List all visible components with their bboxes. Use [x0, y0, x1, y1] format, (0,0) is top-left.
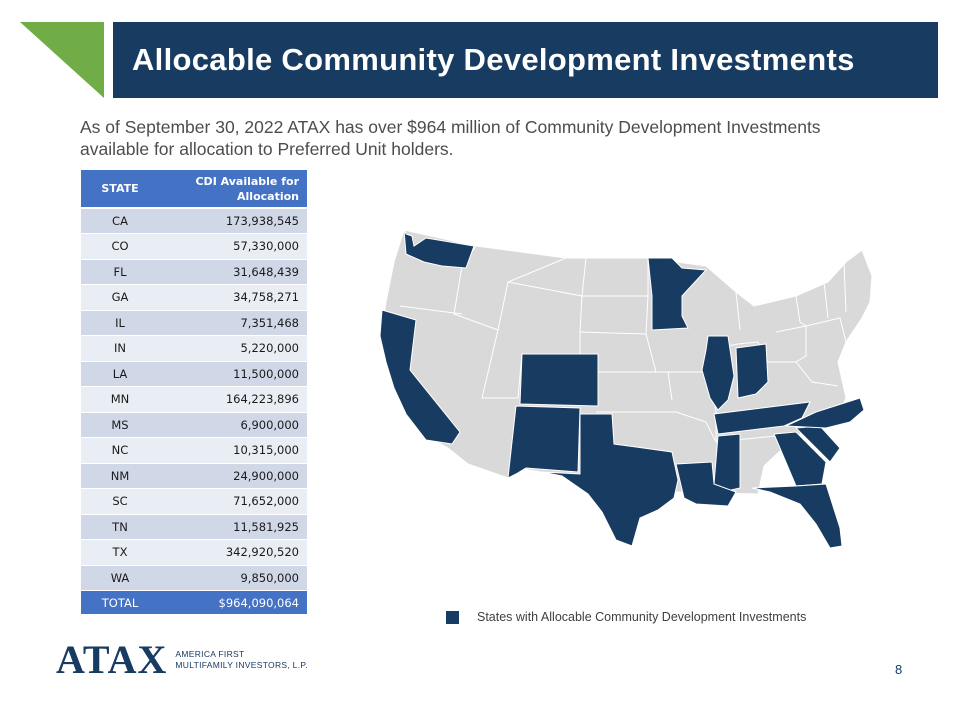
- header-state: STATE: [81, 170, 159, 209]
- intro-line-2: available for allocation to Preferred Un…: [80, 139, 454, 159]
- state-in: [735, 343, 769, 399]
- state-il: [701, 335, 735, 411]
- state-cell: CA: [81, 208, 159, 234]
- amount-cell: 6,900,000: [159, 412, 307, 438]
- amount-cell: 342,920,520: [159, 539, 307, 566]
- table-row: SC 71,652,000: [81, 488, 307, 515]
- amount-cell: 24,900,000: [159, 463, 307, 489]
- state-cell: SC: [81, 488, 159, 515]
- state-cell: MN: [81, 386, 159, 413]
- table-row: MN 164,223,896: [81, 386, 307, 413]
- state-border-lines: [399, 245, 847, 488]
- state-cell: TN: [81, 514, 159, 540]
- state-cell: CO: [81, 233, 159, 260]
- table-row: NC 10,315,000: [81, 437, 307, 464]
- table-row: IL 7,351,468: [81, 310, 307, 336]
- state-cell: IL: [81, 310, 159, 336]
- map-legend: States with Allocable Community Developm…: [446, 610, 806, 624]
- amount-cell: 11,581,925: [159, 514, 307, 540]
- amount-cell: 31,648,439: [159, 259, 307, 285]
- table-row: CO 57,330,000: [81, 233, 307, 260]
- amount-cell: 11,500,000: [159, 361, 307, 387]
- state-cell: GA: [81, 284, 159, 311]
- amount-cell: 9,850,000: [159, 565, 307, 591]
- state-cell: FL: [81, 259, 159, 285]
- logo-wordmark: ATAX: [56, 637, 168, 682]
- legend-swatch: [446, 610, 459, 624]
- amount-cell: 10,315,000: [159, 437, 307, 464]
- state-cell: IN: [81, 335, 159, 362]
- table-row: NM 24,900,000: [81, 463, 307, 489]
- amount-cell: 5,220,000: [159, 335, 307, 362]
- amount-cell: 164,223,896: [159, 386, 307, 413]
- state-mn: [647, 257, 708, 331]
- header-cdi-line-2: Allocation: [237, 189, 299, 203]
- state-nm: [507, 405, 581, 479]
- state-fl: [751, 483, 843, 549]
- tagline-line-1: AMERICA FIRST: [175, 649, 245, 659]
- state-cell: NC: [81, 437, 159, 464]
- amount-cell: 71,652,000: [159, 488, 307, 515]
- page-title: Allocable Community Development Investme…: [132, 42, 855, 77]
- header-cdi-available: CDI Available for Allocation: [159, 170, 307, 209]
- table-row: WA 9,850,000: [81, 565, 307, 591]
- title-bar: Allocable Community Development Investme…: [113, 22, 938, 98]
- table-row: GA 34,758,271: [81, 284, 307, 311]
- table-row: LA 11,500,000: [81, 361, 307, 387]
- state-ms: [713, 433, 741, 493]
- page-number: 8: [895, 662, 903, 677]
- table-header-row: STATE CDI Available for Allocation: [81, 170, 307, 209]
- intro-line-1: As of September 30, 2022 ATAX has over $…: [80, 117, 821, 137]
- legend-label: States with Allocable Community Developm…: [477, 610, 807, 624]
- state-cell: NM: [81, 463, 159, 489]
- state-la: [675, 461, 737, 507]
- highlighted-states: [379, 229, 865, 549]
- intro-paragraph: As of September 30, 2022 ATAX has over $…: [80, 116, 900, 160]
- amount-cell: 7,351,468: [159, 310, 307, 336]
- total-label: TOTAL: [81, 590, 159, 615]
- tagline-line-2: MULTIFAMILY INVESTORS, L.P.: [175, 660, 308, 670]
- amount-cell: 173,938,545: [159, 208, 307, 234]
- state-ca: [379, 309, 461, 445]
- total-amount: $964,090,064: [159, 590, 307, 615]
- state-tx: [541, 413, 679, 547]
- table-row: IN 5,220,000: [81, 335, 307, 362]
- state-cell: TX: [81, 539, 159, 566]
- state-cell: MS: [81, 412, 159, 438]
- cdi-table: STATE CDI Available for Allocation CA 173…: [81, 170, 307, 615]
- amount-cell: 34,758,271: [159, 284, 307, 311]
- state-cell: WA: [81, 565, 159, 591]
- table-row: MS 6,900,000: [81, 412, 307, 438]
- state-tn: [713, 401, 811, 435]
- amount-cell: 57,330,000: [159, 233, 307, 260]
- us-states-map: [379, 229, 873, 549]
- table-row: TN 11,581,925: [81, 514, 307, 540]
- table-total-row: TOTAL $964,090,064: [81, 590, 307, 615]
- state-cell: LA: [81, 361, 159, 387]
- header-cdi-line-1: CDI Available for: [195, 174, 299, 188]
- state-ga: [773, 431, 827, 487]
- table-row: TX 342,920,520: [81, 539, 307, 566]
- table-row: CA 173,938,545: [81, 208, 307, 234]
- logo-tagline: AMERICA FIRST MULTIFAMILY INVESTORS, L.P…: [175, 649, 308, 671]
- table-row: FL 31,648,439: [81, 259, 307, 285]
- corner-accent-triangle: [20, 22, 104, 98]
- state-co: [519, 353, 599, 407]
- atax-logo: ATAX AMERICA FIRST MULTIFAMILY INVESTORS…: [56, 640, 308, 680]
- state-wa: [403, 229, 475, 269]
- state-nc: [785, 397, 865, 429]
